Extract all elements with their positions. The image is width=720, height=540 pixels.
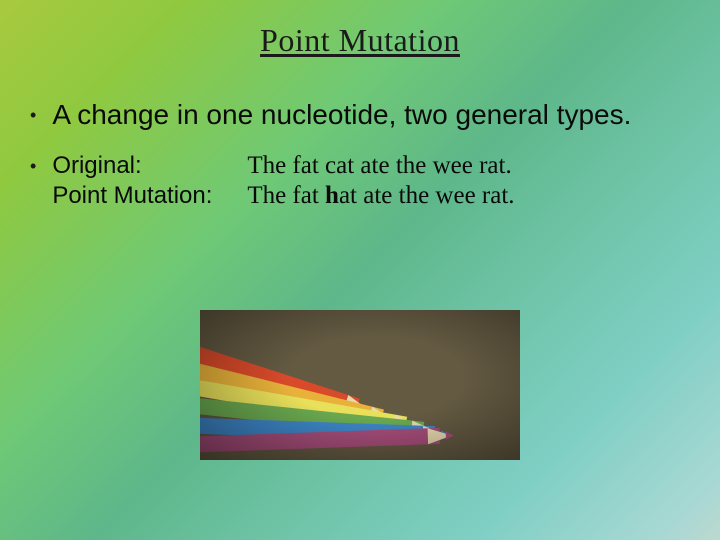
mut-post: at ate the wee rat. (339, 182, 515, 209)
bullet-2: • Original: The fat cat ate the wee rat.… (30, 152, 690, 210)
bullet-dot: • (30, 103, 36, 128)
slide-title: Point Mutation (0, 0, 720, 59)
label-mutation: Point Mutation: (52, 182, 247, 210)
pencils-image (200, 310, 520, 460)
label-original: Original: (52, 152, 247, 180)
bullet-1-text: A change in one nucleotide, two general … (52, 97, 631, 132)
sentence-mutation: The fat hat ate the wee rat. (247, 182, 514, 210)
mut-pre: The fat (247, 182, 325, 209)
slide-body: • A change in one nucleotide, two genera… (0, 59, 720, 210)
example-grid: Original: The fat cat ate the wee rat. P… (52, 152, 514, 210)
mut-bold: h (325, 182, 339, 209)
sentence-original: The fat cat ate the wee rat. (247, 152, 514, 180)
bullet-1: • A change in one nucleotide, two genera… (30, 97, 690, 132)
bullet-dot: • (30, 154, 36, 179)
